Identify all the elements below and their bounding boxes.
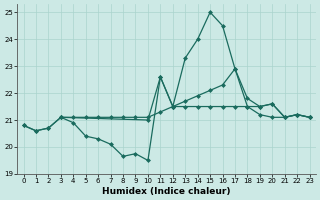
X-axis label: Humidex (Indice chaleur): Humidex (Indice chaleur) <box>102 187 231 196</box>
